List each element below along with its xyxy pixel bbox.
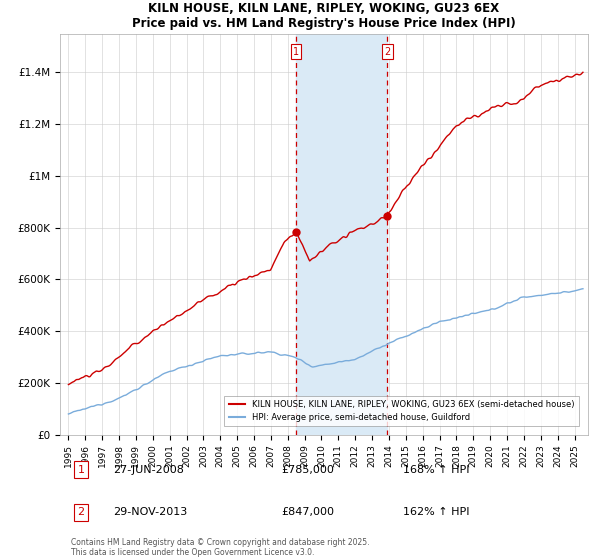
Text: Contains HM Land Registry data © Crown copyright and database right 2025.
This d: Contains HM Land Registry data © Crown c… <box>71 538 369 558</box>
Title: KILN HOUSE, KILN LANE, RIPLEY, WOKING, GU23 6EX
Price paid vs. HM Land Registry': KILN HOUSE, KILN LANE, RIPLEY, WOKING, G… <box>132 2 516 30</box>
Legend: KILN HOUSE, KILN LANE, RIPLEY, WOKING, GU23 6EX (semi-detached house), HPI: Aver: KILN HOUSE, KILN LANE, RIPLEY, WOKING, G… <box>224 396 578 427</box>
Text: 168% ↑ HPI: 168% ↑ HPI <box>403 465 470 475</box>
Text: 1: 1 <box>77 465 85 475</box>
Text: 162% ↑ HPI: 162% ↑ HPI <box>403 507 470 517</box>
Text: £847,000: £847,000 <box>282 507 335 517</box>
Text: £785,000: £785,000 <box>282 465 335 475</box>
Text: 27-JUN-2008: 27-JUN-2008 <box>113 465 184 475</box>
Bar <box>296 34 388 435</box>
Text: 1: 1 <box>293 46 299 57</box>
Text: 2: 2 <box>77 507 85 517</box>
Text: 2: 2 <box>385 46 391 57</box>
Text: 29-NOV-2013: 29-NOV-2013 <box>113 507 187 517</box>
